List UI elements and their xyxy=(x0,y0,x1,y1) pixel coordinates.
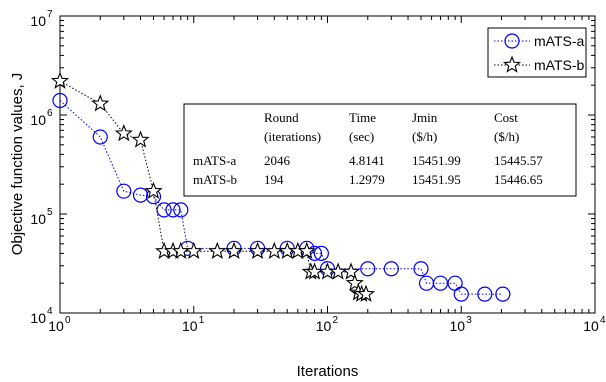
table-cell: 15451.99 xyxy=(412,153,461,168)
table-header-cell: Time xyxy=(349,110,376,125)
data-point-mATS-a-14 xyxy=(313,245,329,261)
table-header-cell: (iterations) xyxy=(264,129,321,144)
x-tick-exponent: 2 xyxy=(333,315,339,326)
data-point-mATS-b-20 xyxy=(341,262,361,280)
y-tick-exponent: 4 xyxy=(47,306,53,317)
table-header-cell: (sec) xyxy=(349,129,374,144)
table-header-cell: Cost xyxy=(494,110,518,125)
data-point-mATS-b-0 xyxy=(50,71,70,89)
series-mATS-b xyxy=(50,71,376,302)
ticks-layer: 10 0 10 1 10 2 10 3 10 410 410 510 610 7 xyxy=(30,9,606,334)
table-row-label: mATS-a xyxy=(193,153,237,168)
table-cell: 15451.95 xyxy=(412,172,461,187)
data-point-mATS-a-23 xyxy=(477,286,493,302)
data-point-mATS-a-18 xyxy=(413,261,429,277)
data-point-mATS-a-7 xyxy=(173,202,189,218)
x-tick-label: 10 xyxy=(182,318,198,334)
data-point-mATS-a-2 xyxy=(116,183,132,199)
table-box xyxy=(183,103,577,197)
y-tick-label: 10 xyxy=(30,310,46,326)
series-line-mATS-a xyxy=(59,100,503,295)
x-tick-label: 10 xyxy=(449,318,465,334)
legend-items: mATS-a mATS-b xyxy=(494,33,585,73)
y-tick-exponent: 7 xyxy=(47,9,53,20)
legend-label-mATS-a: mATS-a xyxy=(534,33,585,49)
table-cell: 194 xyxy=(264,172,284,187)
table-header-cell: ($/h) xyxy=(494,129,519,144)
series-layer xyxy=(50,71,511,302)
data-point-mATS-b-4 xyxy=(144,181,163,199)
table-cell: 2046 xyxy=(264,153,291,168)
data-point-mATS-b-9 xyxy=(208,241,227,260)
data-point-mATS-a-0 xyxy=(52,92,68,109)
legend-marker-mATS-b xyxy=(502,55,522,73)
y-axis-label: Objective function values, J xyxy=(9,73,26,256)
data-point-mATS-a-24 xyxy=(495,286,511,302)
x-tick-exponent: 4 xyxy=(600,315,606,326)
table-cell: 1.2979 xyxy=(349,172,385,187)
summary-table: Round Time Jmin Cost (iterations) (sec) ($/h) (… xyxy=(183,103,577,197)
data-point-mATS-b-24 xyxy=(356,284,376,302)
legend-label-mATS-b: mATS-b xyxy=(534,57,585,73)
data-point-mATS-a-6 xyxy=(165,202,181,218)
data-point-mATS-b-3 xyxy=(131,130,150,148)
legend: mATS-a mATS-b xyxy=(487,27,587,78)
x-tick-exponent: 0 xyxy=(65,315,71,326)
x-axis-label: Iterations xyxy=(297,363,359,380)
y-tick-label: 10 xyxy=(30,13,46,29)
y-tick-exponent: 5 xyxy=(47,207,53,218)
data-point-mATS-b-10 xyxy=(224,241,244,260)
x-tick-label: 10 xyxy=(316,318,332,334)
data-point-mATS-a-3 xyxy=(132,187,149,203)
y-tick-exponent: 6 xyxy=(47,108,53,119)
data-point-mATS-a-1 xyxy=(92,129,108,145)
legend-marker-mATS-a xyxy=(504,33,520,49)
table-cell: 15446.65 xyxy=(494,172,543,187)
table-header-cell: Jmin xyxy=(412,110,438,125)
table-cells: Round Time Jmin Cost (iterations) (sec) ($/h) (… xyxy=(193,110,543,187)
y-tick-label: 10 xyxy=(30,211,46,227)
table-cell: 4.8141 xyxy=(349,153,385,168)
x-tick-exponent: 3 xyxy=(466,315,472,326)
data-point-mATS-a-22 xyxy=(453,286,469,302)
data-point-mATS-b-21 xyxy=(345,273,364,291)
table-header-cell: Round xyxy=(264,110,299,125)
data-point-mATS-a-5 xyxy=(156,202,172,218)
table-cell: 15445.57 xyxy=(494,153,543,168)
data-point-mATS-b-2 xyxy=(114,123,133,142)
y-tick-label: 10 xyxy=(30,112,46,128)
data-point-mATS-b-8 xyxy=(184,241,203,260)
legend-box xyxy=(487,27,587,78)
data-point-mATS-a-16 xyxy=(360,261,376,277)
data-point-mATS-b-1 xyxy=(91,94,110,112)
x-tick-label: 10 xyxy=(48,318,64,334)
data-point-mATS-b-11 xyxy=(248,241,267,260)
table-row-label: mATS-b xyxy=(193,172,237,187)
data-point-mATS-b-15 xyxy=(297,241,316,260)
x-tick-exponent: 1 xyxy=(199,315,205,326)
x-tick-label: 10 xyxy=(583,318,599,334)
data-point-mATS-a-17 xyxy=(383,261,399,277)
table-header-cell: ($/h) xyxy=(412,129,437,144)
